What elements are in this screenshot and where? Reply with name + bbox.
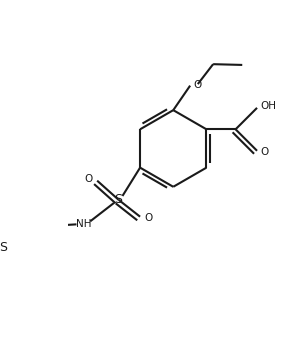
Text: OH: OH <box>260 101 276 111</box>
Text: O: O <box>145 213 153 223</box>
Text: O: O <box>193 80 201 90</box>
Text: O: O <box>260 147 268 157</box>
Text: NH: NH <box>76 219 92 229</box>
Text: S: S <box>115 193 123 206</box>
Text: S: S <box>0 241 8 254</box>
Text: O: O <box>84 174 92 184</box>
